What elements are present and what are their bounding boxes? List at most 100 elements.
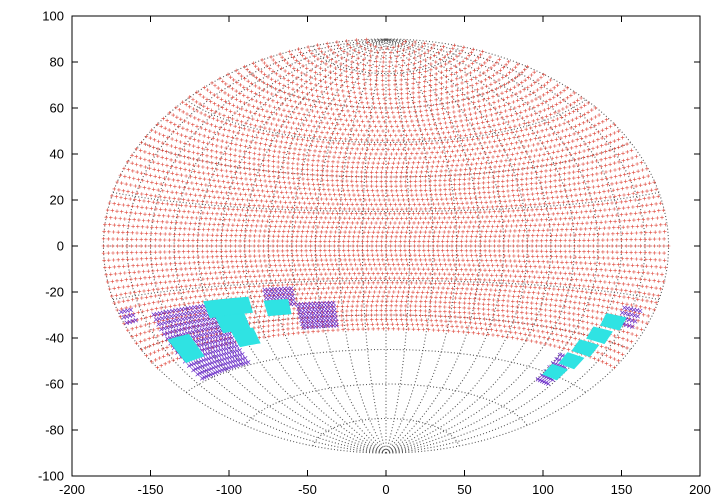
data-point-plus: [571, 288, 575, 293]
data-point-plus: [358, 290, 362, 294]
data-point-plus: [135, 283, 140, 287]
data-point-plus: [238, 275, 243, 279]
data-point-plus: [207, 293, 212, 298]
data-point-plus: [417, 285, 421, 290]
data-point-plus: [426, 327, 431, 332]
data-point-plus: [384, 313, 388, 317]
data-point-plus: [479, 326, 484, 331]
data-point-plus: [541, 330, 545, 334]
data-point-plus: [481, 282, 485, 287]
data-point-plus: [335, 304, 340, 309]
data-point-plus: [208, 271, 213, 275]
data-point-plus: [121, 299, 126, 303]
data-point-plus: [414, 281, 418, 285]
data-point-plus: [281, 322, 285, 327]
data-point-plus: [536, 291, 541, 295]
data-point-plus: [600, 352, 604, 356]
data-point-plus: [620, 301, 625, 306]
data-point-plus: [559, 298, 563, 303]
data-point-plus: [149, 360, 154, 364]
data-point-plus: [560, 276, 565, 281]
data-point-plus: [143, 330, 147, 335]
data-point-plus: [482, 312, 486, 316]
data-point-plus: [130, 297, 135, 302]
data-point-plus: [265, 269, 270, 273]
data-point-plus: [581, 313, 585, 318]
data-point-plus: [443, 281, 447, 286]
data-point-plus: [478, 268, 482, 272]
data-point-plus: [501, 314, 505, 318]
data-point-plus: [549, 281, 553, 286]
data-point-plus: [431, 267, 435, 272]
data-point-plus: [356, 299, 360, 304]
data-point-plus: [416, 290, 420, 295]
data-point-plus: [557, 315, 562, 320]
data-point-plus: [611, 300, 615, 304]
data-point-plus: [130, 334, 134, 339]
data-point-plus: [119, 292, 123, 297]
data-point-plus: [477, 316, 482, 321]
data-point-plus: [592, 356, 597, 361]
data-point-plus: [563, 305, 567, 309]
data-point-plus: [491, 303, 496, 307]
data-point-plus: [431, 286, 436, 290]
data-point-plus: [456, 329, 461, 334]
data-point-plus: [406, 276, 411, 281]
data-point-plus: [340, 304, 345, 309]
data-point-plus: [379, 317, 384, 322]
data-point-plus: [616, 359, 621, 363]
data-point-plus: [462, 282, 466, 286]
data-point-plus: [352, 281, 356, 285]
data-point-plus: [376, 294, 380, 299]
data-point-plus: [523, 274, 527, 279]
data-point-plus: [129, 277, 133, 281]
data-point-plus: [433, 314, 438, 318]
data-point-plus: [254, 279, 259, 283]
data-point-plus: [253, 294, 257, 299]
data-point-plus: [472, 311, 476, 316]
data-point-plus: [281, 327, 285, 332]
data-point-plus: [229, 275, 233, 280]
data-point-plus: [156, 341, 160, 345]
data-point-plus: [506, 319, 511, 324]
data-point-plus: [433, 272, 437, 276]
data-point-plus: [217, 292, 221, 297]
data-point-plus: [552, 287, 556, 291]
data-point-plus: [581, 319, 585, 324]
data-point-plus: [248, 295, 252, 299]
data-point-plus: [343, 290, 348, 295]
data-point-plus: [608, 340, 612, 344]
data-point-plus: [379, 267, 383, 271]
data-point-plus: [473, 268, 478, 272]
data-point-plus: [631, 283, 635, 287]
data-point-plus: [633, 290, 637, 294]
data-point-plus: [619, 308, 623, 312]
data-point-plus: [418, 313, 423, 318]
data-point-plus: [295, 273, 300, 277]
data-point-plus: [430, 323, 434, 327]
data-point-plus: [295, 321, 300, 325]
data-point-plus: [428, 281, 433, 285]
data-point-plus: [574, 295, 578, 299]
data-point-plus: [517, 289, 522, 294]
data-point-plus: [387, 290, 391, 294]
data-point-plus: [144, 315, 148, 320]
data-point-plus: [247, 284, 252, 289]
data-point-plus: [532, 275, 537, 279]
data-point-plus: [388, 267, 393, 271]
data-point-plus: [457, 310, 462, 315]
data-point-plus: [400, 294, 405, 299]
data-point-plus: [383, 276, 387, 280]
data-point-plus: [487, 293, 492, 297]
data-point-plus: [345, 285, 350, 290]
data-point-plus: [119, 278, 124, 283]
data-point-plus: [316, 329, 320, 333]
data-point-plus: [267, 273, 271, 278]
data-point-plus: [602, 298, 606, 303]
data-point-plus: [342, 295, 347, 299]
data-point-plus: [625, 346, 629, 350]
data-point-plus: [124, 277, 129, 282]
data-point-plus: [138, 339, 143, 344]
data-point-plus: [286, 327, 290, 331]
data-point-plus: [452, 305, 457, 310]
